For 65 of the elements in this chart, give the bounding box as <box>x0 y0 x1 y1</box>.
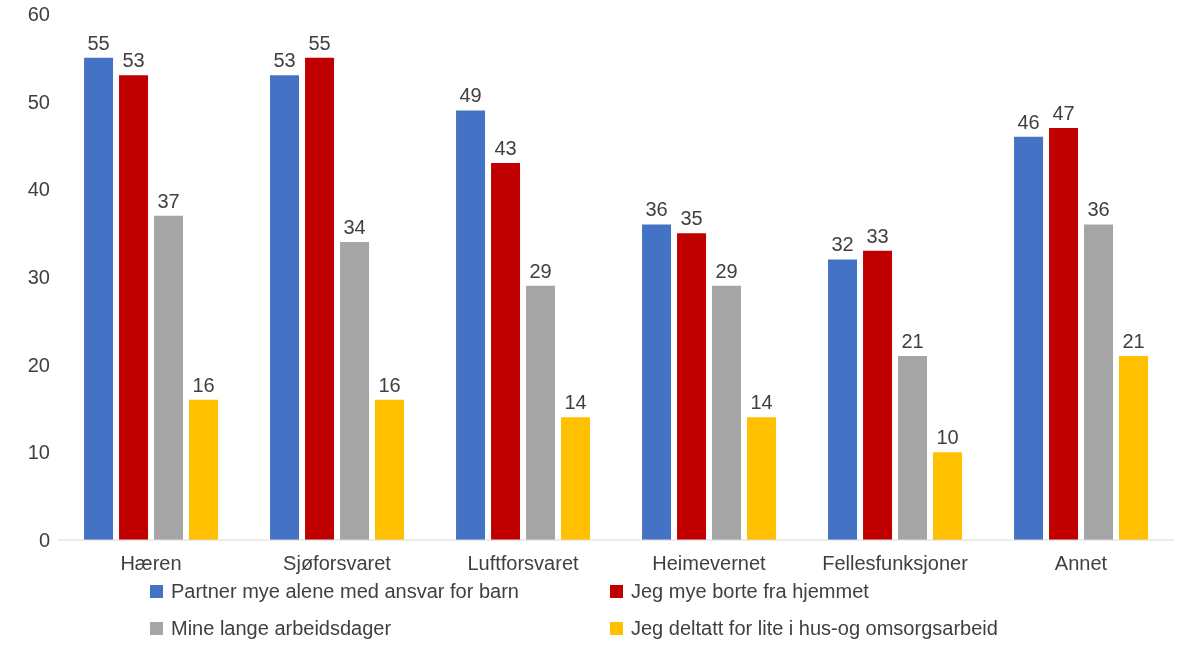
data-label: 33 <box>866 224 889 247</box>
x-tick-label: Fellesfunksjoner <box>822 552 969 575</box>
data-label: 10 <box>936 426 959 449</box>
legend-label: Mine lange arbeidsdager <box>171 617 392 640</box>
y-tick-label: 50 <box>27 90 50 113</box>
bar <box>1014 136 1044 540</box>
data-label: 46 <box>1017 110 1040 133</box>
bar <box>1049 127 1079 540</box>
data-label: 21 <box>1122 329 1145 352</box>
bar <box>189 399 219 540</box>
data-label: 21 <box>901 329 924 352</box>
legend-label: Jeg deltatt for lite i hus-og omsorgsarbeid <box>631 617 998 640</box>
data-label: 53 <box>273 49 296 72</box>
bar <box>119 75 149 540</box>
bar <box>561 417 591 540</box>
bar <box>491 163 521 540</box>
bar <box>305 57 335 540</box>
data-label: 14 <box>564 391 587 414</box>
x-tick-label: Hæren <box>120 552 182 575</box>
data-label: 29 <box>715 259 738 282</box>
bar <box>933 452 963 540</box>
bar <box>1084 224 1114 540</box>
y-tick-label: 10 <box>27 441 50 464</box>
bar <box>340 241 370 540</box>
bar <box>84 57 114 540</box>
x-tick-label: Sjøforsvaret <box>283 552 392 575</box>
data-label: 16 <box>192 373 215 396</box>
data-label: 43 <box>494 137 517 160</box>
y-tick-label: 30 <box>27 266 50 289</box>
data-label: 55 <box>308 31 331 54</box>
bar <box>526 285 556 540</box>
bar <box>712 285 742 540</box>
data-label: 53 <box>122 49 145 72</box>
data-label: 29 <box>529 259 552 282</box>
bar <box>863 250 893 540</box>
data-label: 47 <box>1052 101 1075 124</box>
y-tick-label: 0 <box>38 529 50 552</box>
data-label: 14 <box>750 391 773 414</box>
x-tick-label: Heimevernet <box>652 552 767 575</box>
data-label: 36 <box>1087 198 1110 221</box>
data-label: 32 <box>831 233 854 256</box>
bar <box>642 224 672 540</box>
legend-label: Partner mye alene med ansvar for barn <box>171 580 519 603</box>
data-label: 34 <box>343 215 366 238</box>
bar <box>270 75 300 540</box>
bar <box>456 110 486 540</box>
bar <box>375 399 405 540</box>
bar <box>1119 355 1149 540</box>
data-label: 36 <box>645 198 668 221</box>
data-label: 49 <box>459 84 482 107</box>
bar <box>677 233 707 540</box>
data-label: 35 <box>680 207 703 230</box>
data-label: 16 <box>378 373 401 396</box>
y-tick-label: 40 <box>27 178 50 201</box>
y-tick-label: 60 <box>27 3 50 26</box>
bar <box>828 259 858 540</box>
y-tick-label: 20 <box>27 353 50 376</box>
bar <box>747 417 777 540</box>
bar <box>898 355 928 540</box>
x-tick-label: Luftforsvaret <box>467 552 580 575</box>
bar <box>154 215 184 540</box>
data-label: 37 <box>157 189 180 212</box>
x-tick-label: Annet <box>1054 552 1108 575</box>
data-label: 55 <box>87 31 110 54</box>
legend-label: Jeg mye borte fra hjemmet <box>631 580 869 603</box>
